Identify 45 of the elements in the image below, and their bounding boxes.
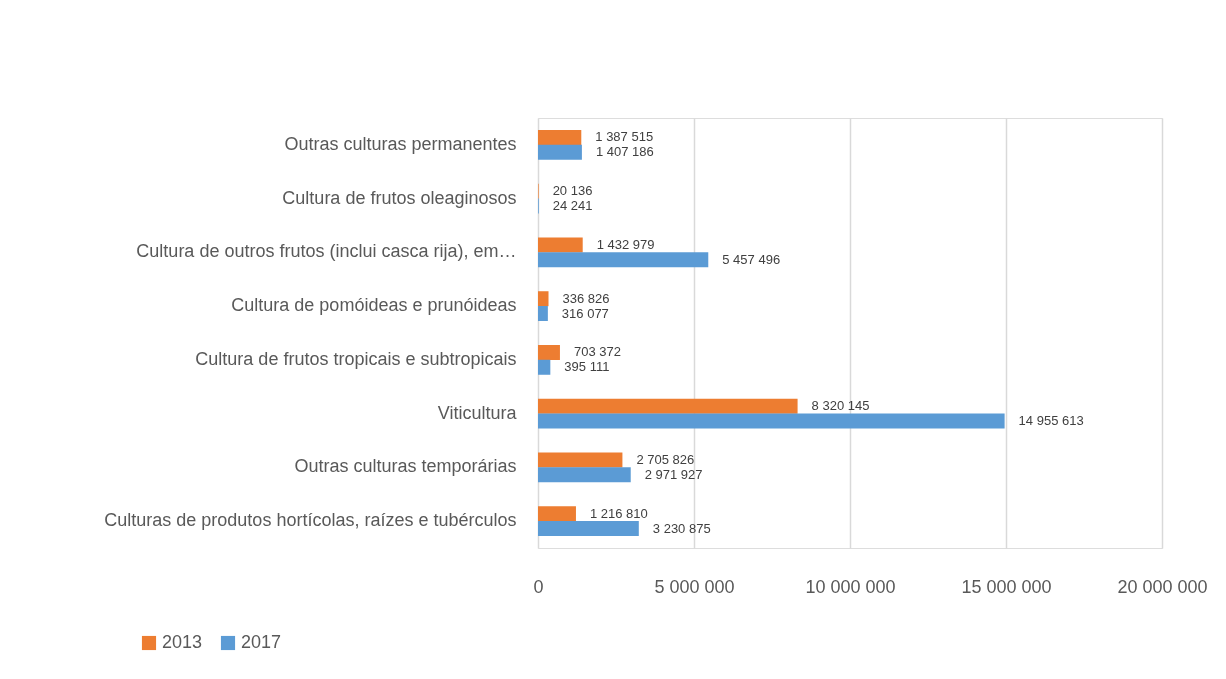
y-tick-label: Culturas de produtos hortícolas, raízes e tubérculos: [104, 510, 517, 531]
legend-label: 2017: [241, 632, 282, 652]
bar: [538, 306, 548, 322]
data-label: 336 826: [562, 290, 610, 306]
bar: [538, 521, 639, 537]
bar: [538, 252, 709, 268]
data-label: 14 955 613: [1018, 413, 1084, 429]
y-tick-label: Cultura de frutos oleaginosos: [282, 187, 517, 208]
bar: [538, 344, 560, 360]
y-tick-label: Viticultura: [437, 402, 518, 423]
bar: [538, 359, 551, 375]
data-label: 2 705 826: [636, 451, 695, 467]
x-tick-label: 20 000 000: [1117, 576, 1208, 597]
y-tick-label: Cultura de pomóideas e prunóideas: [231, 295, 517, 316]
data-label: 3 230 875: [652, 520, 711, 536]
data-label: 1 407 186: [595, 144, 654, 160]
data-label: 1 216 810: [589, 505, 648, 521]
data-label: 1 387 515: [595, 129, 654, 145]
y-tick-label: Outras culturas temporárias: [294, 456, 517, 477]
x-tick-label: 15 000 000: [961, 576, 1052, 597]
data-label: 316 077: [561, 305, 609, 321]
y-tick-label: Outras culturas permanentes: [284, 133, 517, 154]
data-label: 2 971 927: [644, 466, 703, 482]
data-label: 24 241: [552, 198, 593, 214]
bar: [538, 452, 623, 468]
x-tick-label: 10 000 000: [805, 576, 896, 597]
data-label: 20 136: [552, 183, 593, 199]
data-label: 703 372: [573, 344, 621, 360]
bar: [538, 506, 576, 522]
data-label: 5 457 496: [722, 251, 781, 267]
y-tick-label: Cultura de frutos tropicais e subtropicais: [195, 348, 517, 369]
y-tick-label: Cultura de outros frutos (inclui casca rija), em…: [136, 241, 517, 262]
x-tick-label: 0: [533, 576, 544, 597]
bar: [538, 413, 1005, 429]
x-tick-label: 5 000 000: [654, 576, 735, 597]
bar: [538, 291, 549, 307]
bar: [538, 467, 631, 483]
bar: [538, 144, 582, 160]
bar: [538, 398, 798, 414]
data-label: 1 432 979: [596, 236, 655, 252]
bar: [538, 237, 583, 253]
data-label: 395 111: [564, 359, 610, 375]
data-label: 8 320 145: [811, 398, 870, 414]
legend-label: 2013: [162, 632, 203, 652]
bar: [538, 129, 582, 145]
